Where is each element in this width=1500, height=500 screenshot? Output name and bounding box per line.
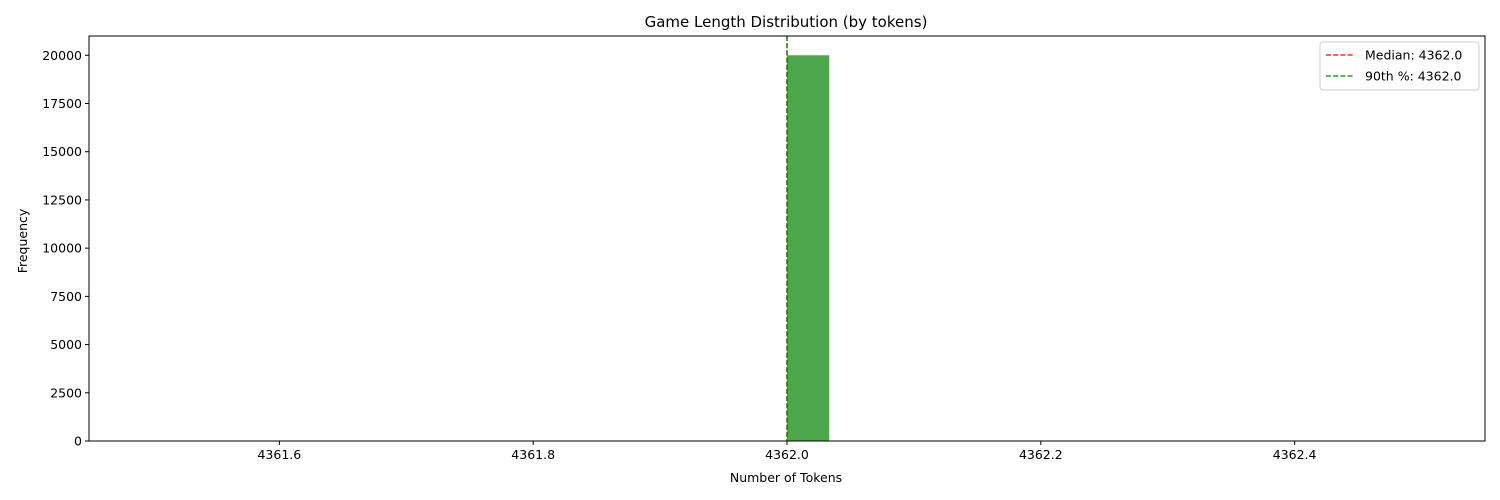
x-tick-label: 4362.2 [1019,447,1063,462]
legend: Median: 4362.0 90th %: 4362.0 [1319,41,1480,91]
y-tick-label: 17500 [42,96,82,111]
legend-box [1319,41,1480,91]
y-axis: 0 2500 5000 7500 10000 12500 15000 17500 20000 [42,48,89,449]
y-axis-label: Frequency [15,208,30,273]
plot-area [88,35,1486,442]
histogram-bar [787,55,830,442]
x-tick-label: 4362.4 [1273,447,1317,462]
x-axis: 4361.6 4361.8 4362.0 4362.2 4362.4 [257,441,1317,462]
x-tick-label: 4362.0 [765,447,809,462]
chart-title: Game Length Distribution (by tokens) [645,13,928,31]
x-axis-label: Number of Tokens [730,470,842,485]
y-tick-label: 7500 [50,289,82,304]
y-tick-label: 12500 [42,192,82,207]
legend-entry: Median: 4362.0 [1365,48,1462,63]
legend-entry: 90th %: 4362.0 [1365,69,1462,84]
y-tick-label: 0 [74,434,82,449]
x-tick-label: 4361.6 [257,447,301,462]
y-tick-label: 20000 [42,48,82,63]
y-tick-label: 2500 [50,385,82,400]
y-tick-label: 5000 [50,337,82,352]
y-tick-label: 15000 [42,144,82,159]
y-tick-label: 10000 [42,241,82,256]
x-tick-label: 4361.8 [511,447,555,462]
